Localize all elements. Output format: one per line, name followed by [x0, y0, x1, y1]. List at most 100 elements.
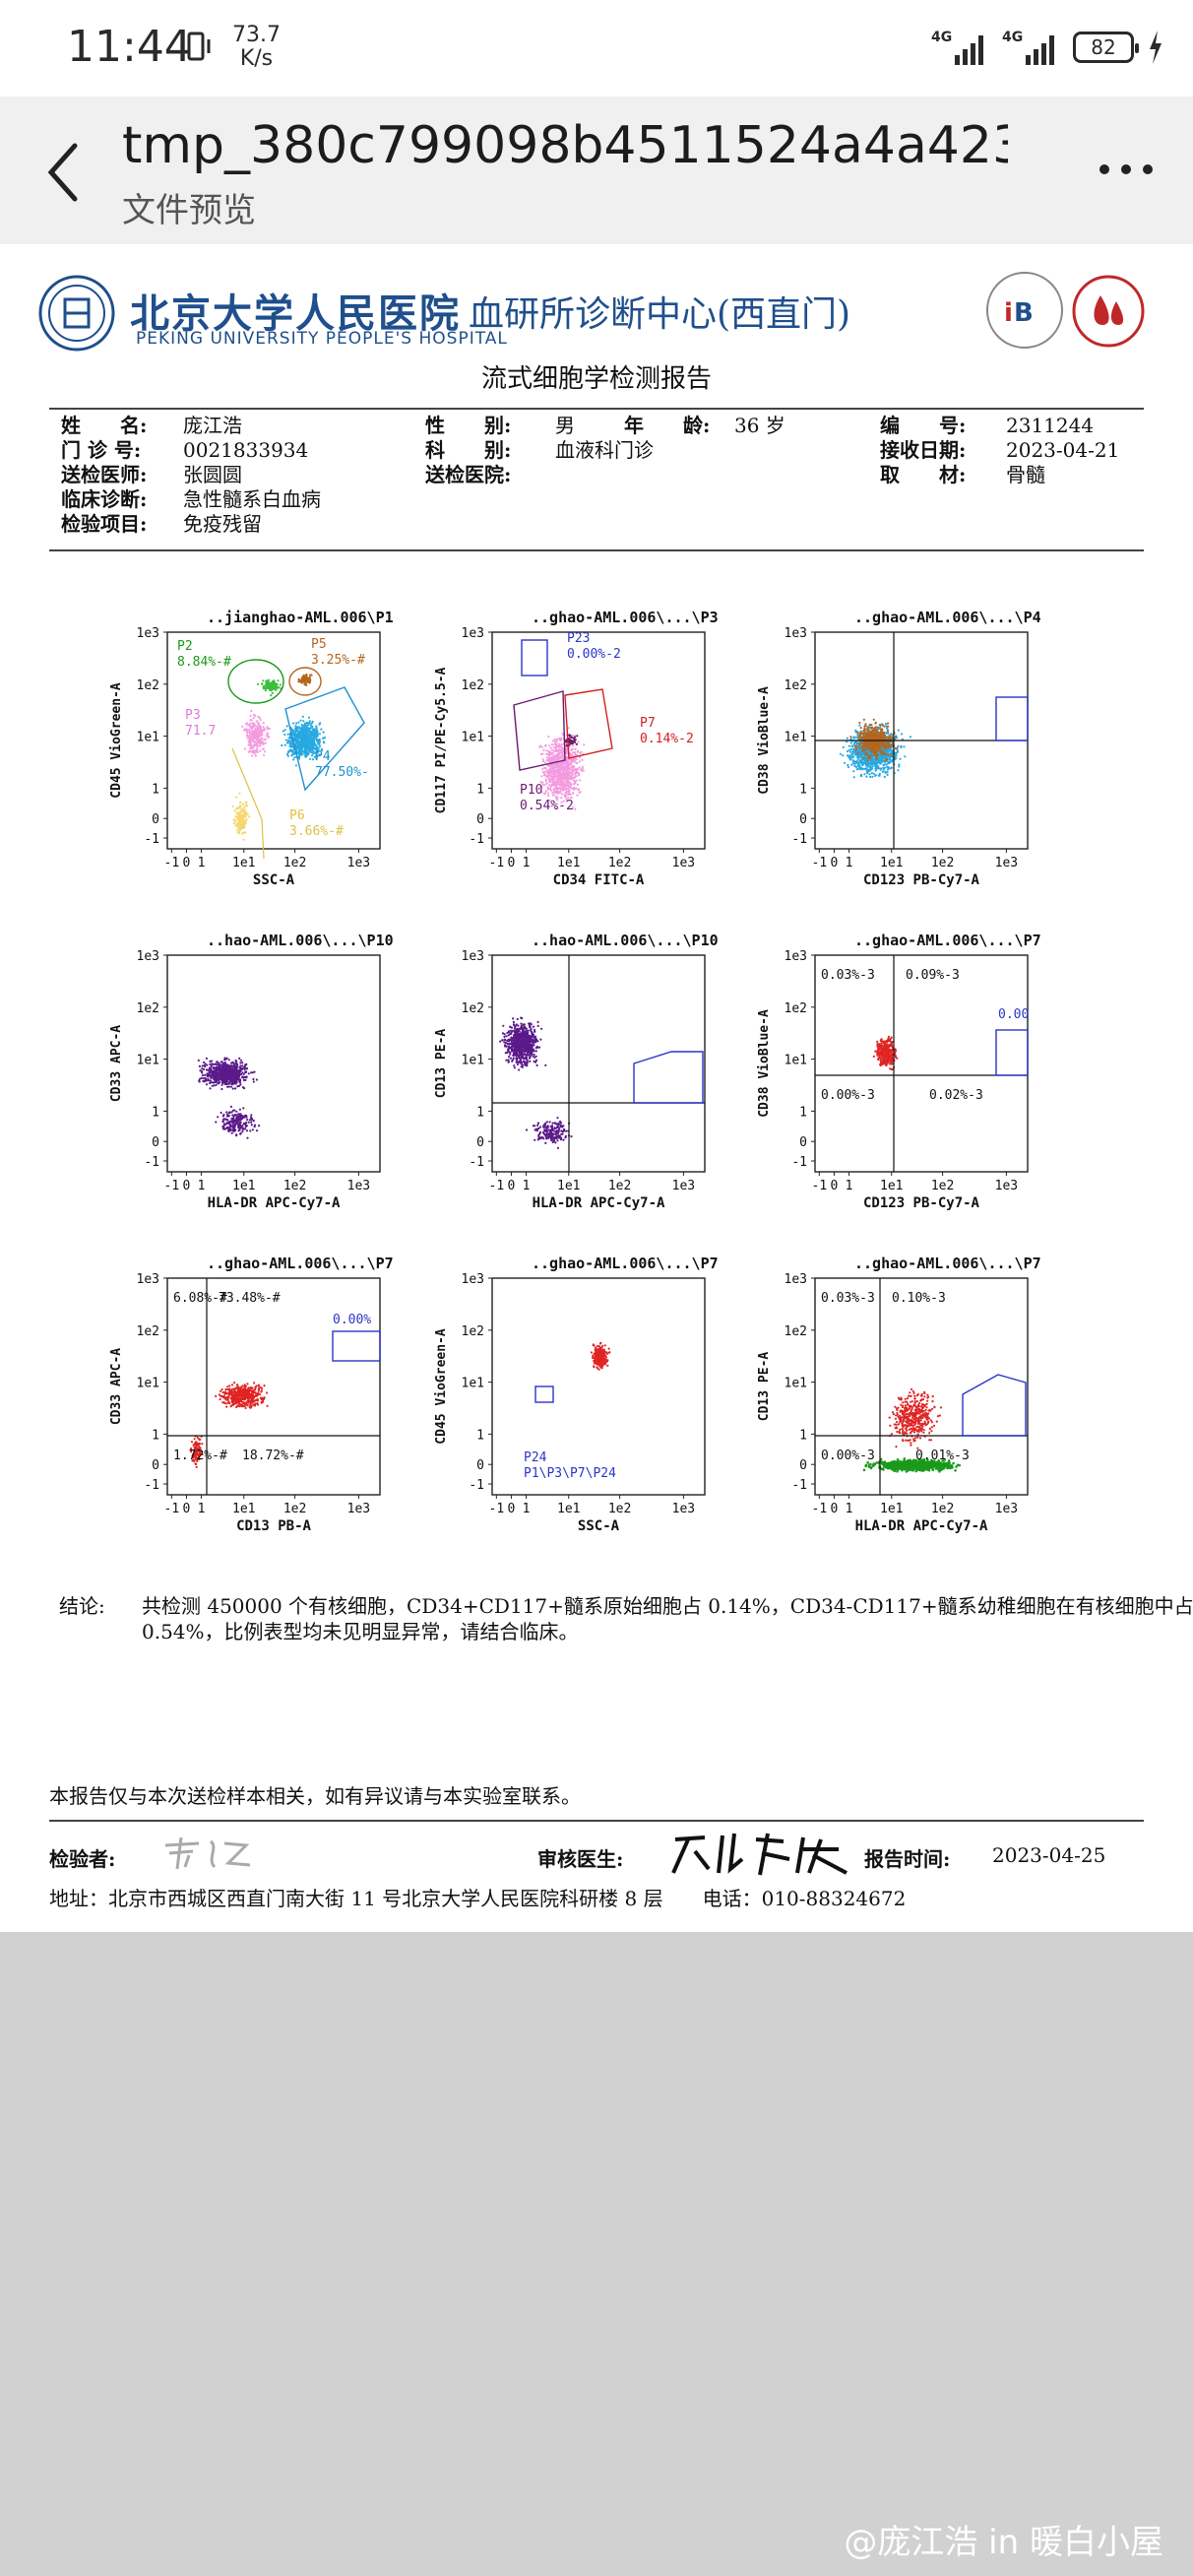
x-axis-label: SSC-A	[253, 872, 295, 888]
event-dot	[310, 754, 314, 757]
event-dot	[312, 744, 315, 747]
event-dot	[562, 756, 565, 759]
event-dot	[572, 787, 575, 790]
event-dot	[215, 1121, 218, 1124]
event-dot	[245, 722, 248, 725]
gate-percent: 8.84%-#	[177, 655, 231, 670]
event-dot	[566, 768, 569, 771]
event-dot	[540, 745, 543, 748]
event-dot	[859, 761, 862, 764]
event-dot	[221, 1120, 224, 1123]
event-dot	[861, 741, 864, 744]
gate-label: P7	[640, 716, 656, 731]
event-dot	[858, 721, 861, 725]
event-dot	[209, 1079, 212, 1082]
event-dot	[549, 788, 552, 791]
event-dot	[213, 1073, 216, 1076]
event-dot	[258, 744, 261, 747]
event-dot	[548, 773, 551, 776]
event-dot	[250, 1124, 253, 1127]
event-dot	[201, 1074, 205, 1077]
event-dot	[239, 801, 242, 805]
event-dot	[318, 743, 321, 746]
event-dot	[560, 784, 563, 787]
event-dot	[854, 748, 857, 751]
field-hospital: 送检医院:	[425, 463, 511, 486]
event-dot	[243, 805, 246, 809]
event-dot	[251, 1118, 254, 1121]
event-dot	[566, 756, 569, 759]
x-tick-label: 1e2	[608, 856, 631, 870]
event-dot	[887, 737, 891, 740]
plot-title: ..hao-AML.006\...\P10	[532, 932, 719, 949]
event-dot	[283, 743, 286, 746]
event-dot	[866, 750, 869, 753]
event-dot	[861, 768, 864, 771]
more-options-icon[interactable]	[1097, 160, 1156, 179]
field-label: 取 材:	[880, 463, 967, 486]
event-dot	[870, 766, 873, 770]
event-dot	[244, 801, 247, 805]
y-tick-label: -1	[144, 832, 159, 847]
gate-percent: 0.00%-2	[567, 647, 621, 662]
event-dot	[259, 728, 262, 731]
field-value: 血液科门诊	[555, 438, 654, 462]
x-tick-label: 0	[831, 856, 839, 870]
event-dot	[881, 724, 884, 727]
event-dot	[560, 745, 563, 748]
event-dot	[872, 718, 875, 721]
event-dot	[888, 761, 891, 764]
event-dot	[549, 760, 552, 763]
event-dot	[850, 763, 853, 766]
event-dot	[217, 1082, 220, 1085]
event-dot	[308, 722, 311, 725]
event-dot	[872, 733, 875, 736]
event-dot	[248, 728, 251, 732]
event-dot	[879, 767, 883, 770]
event-dot	[207, 1068, 210, 1071]
event-dot	[552, 745, 555, 748]
event-dot	[863, 731, 866, 734]
event-dot	[551, 751, 554, 754]
event-dot	[560, 793, 563, 796]
event-dot	[303, 744, 306, 747]
x-tick-label: 1e2	[283, 1179, 306, 1193]
event-dot	[266, 726, 269, 729]
event-dot	[880, 741, 883, 744]
y-tick-label: 1	[152, 782, 159, 797]
event-dot	[282, 730, 284, 733]
event-dot	[569, 768, 572, 771]
event-dot	[268, 683, 271, 686]
event-dot	[289, 750, 292, 753]
event-dot	[575, 787, 578, 790]
event-dot	[242, 1107, 245, 1110]
event-dot	[541, 770, 545, 774]
event-dot	[865, 775, 868, 778]
event-dot	[853, 760, 856, 763]
event-dot	[220, 1083, 223, 1086]
event-dot	[545, 756, 549, 759]
event-dot	[230, 1085, 233, 1088]
event-dot	[238, 828, 241, 831]
event-dot	[227, 1112, 230, 1115]
x-tick-label: 1e3	[347, 1179, 370, 1193]
y-tick-label: 1	[476, 782, 484, 797]
event-dot	[303, 683, 306, 686]
event-dot	[556, 775, 559, 778]
back-arrow-icon[interactable]	[39, 138, 89, 207]
event-dot	[875, 750, 878, 753]
event-dot	[568, 763, 571, 766]
event-dot	[255, 720, 258, 723]
event-dot	[210, 1069, 213, 1072]
event-dot	[240, 1059, 243, 1062]
event-dot	[327, 754, 330, 757]
gate-label: P2	[177, 639, 193, 654]
x-tick-label: 0	[183, 1179, 191, 1193]
event-dot	[247, 1072, 250, 1075]
event-dot	[582, 769, 585, 772]
event-dot	[226, 1119, 229, 1122]
event-dot	[546, 772, 549, 775]
field-sample: 取 材: 骨髓	[880, 463, 1045, 486]
event-dot	[297, 678, 300, 681]
